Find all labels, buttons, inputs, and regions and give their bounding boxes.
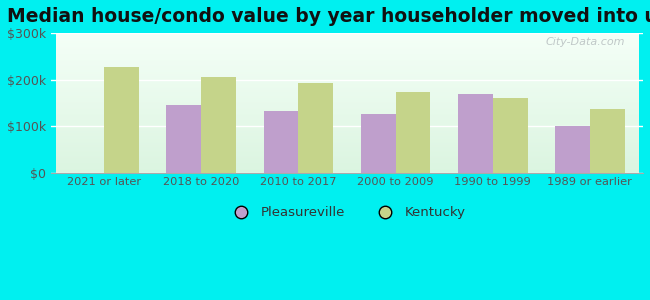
Bar — [263, 111, 298, 172]
Bar — [202, 77, 237, 172]
Bar — [104, 67, 139, 172]
Title: Median house/condo value by year householder moved into unit: Median house/condo value by year househo… — [7, 7, 650, 26]
Legend: Pleasureville, Kentucky: Pleasureville, Kentucky — [223, 201, 471, 225]
Bar — [166, 105, 202, 172]
Bar — [590, 109, 625, 172]
Bar — [361, 114, 396, 172]
Text: City-Data.com: City-Data.com — [546, 37, 625, 47]
Bar — [458, 94, 493, 172]
Bar — [493, 98, 528, 172]
Bar — [298, 83, 333, 172]
Bar — [554, 126, 590, 172]
Bar — [396, 92, 430, 172]
